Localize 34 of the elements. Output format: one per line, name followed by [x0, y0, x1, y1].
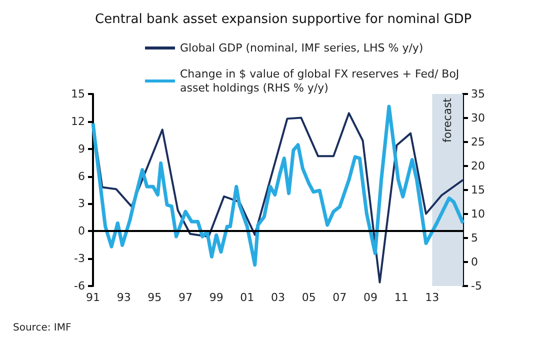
- y2-tick-label: 20: [471, 160, 485, 172]
- x-tick-label: 01: [240, 291, 254, 304]
- x-tick-label: 03: [271, 291, 285, 304]
- y-tick-label: -6: [74, 280, 85, 292]
- x-tick-label: 05: [302, 291, 316, 304]
- y-tick-label: 3: [78, 197, 85, 210]
- y2-tick-label: 25: [471, 136, 485, 148]
- y2-tick-label: 30: [471, 112, 485, 124]
- y2-tick-label: 10: [471, 208, 485, 220]
- y2-tick-label: -5: [471, 280, 482, 292]
- y2-tick-label: 0: [471, 256, 478, 268]
- y2-tick-label: 35: [471, 88, 485, 100]
- y2-tick-label: 15: [471, 184, 485, 196]
- legend-label: Global GDP (nominal, IMF series, LHS % y/y): [180, 42, 424, 54]
- y-tick-label: 6: [78, 170, 85, 183]
- x-tick-label: 13: [425, 291, 440, 304]
- x-tick-label: 09: [364, 291, 378, 304]
- y-tick-label: 15: [71, 88, 85, 100]
- y-tick-label: -3: [74, 252, 85, 266]
- y2-tick-label: 5: [471, 232, 478, 244]
- legend-label: Change in $ value of global FX reserves + Fed/ BoJ asset holdings (RHS % y/y): [180, 68, 463, 94]
- x-tick-label: 91: [86, 291, 100, 304]
- x-tick-label: 11: [394, 291, 408, 304]
- x-tick-label: 99: [209, 291, 224, 304]
- x-tick-label: 97: [178, 291, 192, 304]
- y-tick-label: 0: [78, 224, 85, 238]
- x-tick-label: 95: [148, 291, 162, 304]
- band-label: forecast: [441, 97, 454, 142]
- y-tick-label: 9: [78, 142, 85, 156]
- chart-title: Central bank asset expansion supportive for nominal GDP: [95, 12, 472, 27]
- x-tick-label: 07: [332, 291, 347, 304]
- y-tick-label: 12: [71, 114, 85, 128]
- x-tick-label: 93: [116, 291, 131, 304]
- source-note: Source: IMF: [13, 322, 72, 334]
